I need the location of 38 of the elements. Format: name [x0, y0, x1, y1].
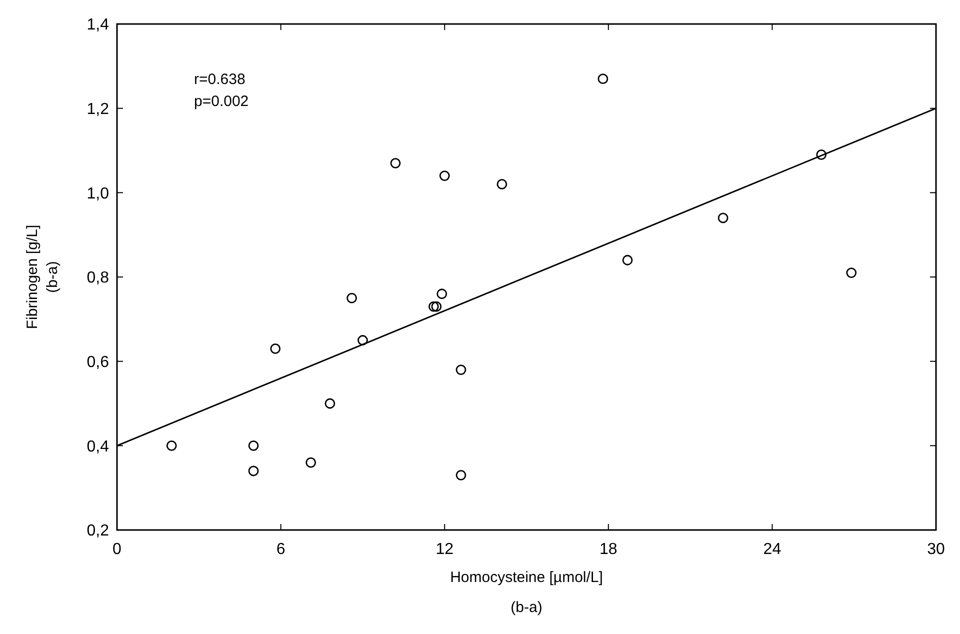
- x-tick-label: 30: [927, 541, 945, 558]
- x-tick-label: 18: [600, 541, 618, 558]
- point: [248, 440, 259, 451]
- point: [270, 343, 281, 354]
- point: [456, 470, 466, 480]
- point: [431, 301, 442, 312]
- y-tick-label: 1,2: [86, 100, 110, 118]
- point: [428, 301, 439, 312]
- point: [166, 440, 177, 451]
- point: [346, 292, 357, 304]
- point: [846, 268, 857, 278]
- annotation: p=0.002: [194, 93, 249, 110]
- point: [622, 254, 633, 266]
- point: [306, 457, 316, 468]
- y-axis-title: Fibrinogen [g/L] (b-a): [24, 224, 61, 330]
- point: [816, 150, 827, 160]
- point: [390, 158, 401, 168]
- point: [436, 288, 448, 300]
- x-tick-label: 6: [276, 541, 286, 558]
- x-tick-label: 24: [763, 541, 782, 558]
- point: [248, 466, 259, 476]
- x-tick-label: 0: [112, 541, 122, 558]
- point: [358, 335, 368, 346]
- y-tick-label: 0,6: [86, 354, 110, 371]
- x-tick-label: 12: [436, 541, 454, 558]
- point: [718, 212, 728, 224]
- point: [324, 398, 336, 409]
- point: [496, 179, 508, 190]
- point: [598, 74, 608, 84]
- annotation: r=0.638: [194, 71, 246, 88]
- y-tick-label: 1,4: [86, 16, 110, 34]
- y-tick-label: 1,0: [86, 185, 110, 202]
- y-tick-label: 0,2: [86, 522, 110, 540]
- y-tick-label: 0,8: [86, 270, 110, 287]
- x-axis-title: Homocysteine [µmol/L] (b-a): [450, 569, 603, 616]
- point: [439, 170, 450, 181]
- point: [456, 364, 466, 375]
- y-tick-label: 0,4: [86, 438, 110, 456]
